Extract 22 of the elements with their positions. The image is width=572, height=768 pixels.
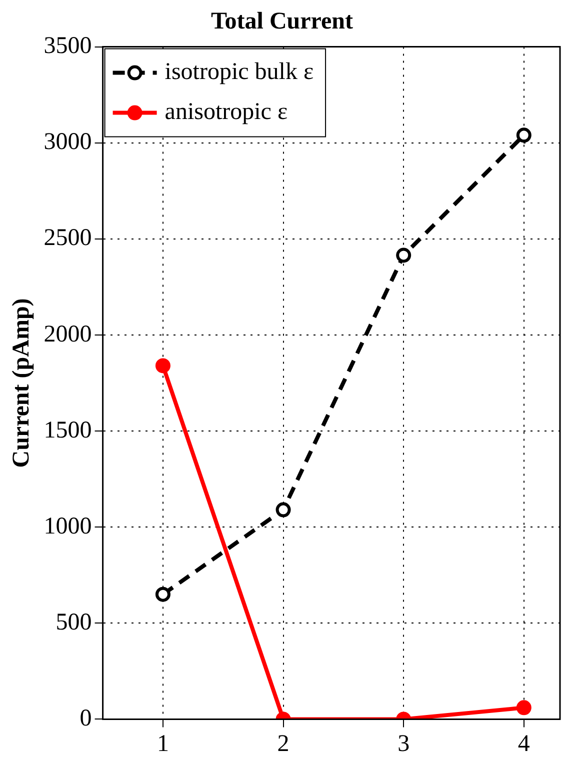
point xyxy=(516,700,532,716)
point xyxy=(155,586,170,602)
y-tick-label: 2000 xyxy=(44,321,92,348)
legend-label: anisotropic ε xyxy=(164,99,288,126)
y-tick-label: 3500 xyxy=(44,33,92,60)
point xyxy=(516,128,532,143)
y-tick-label: 1000 xyxy=(44,513,92,540)
point xyxy=(396,248,412,263)
y-tick-label: 2500 xyxy=(44,225,92,252)
legend-label: isotropic bulk ε xyxy=(164,59,314,86)
point xyxy=(155,358,170,374)
y-tick-label: 0 xyxy=(80,705,92,732)
y-tick-label: 1500 xyxy=(44,417,92,444)
x-tick-label: 4 xyxy=(518,730,530,757)
point xyxy=(276,502,291,518)
chart-title: Total Current xyxy=(210,8,354,35)
y-tick-label: 500 xyxy=(56,609,92,636)
y-axis-title: Current (pAmp) xyxy=(8,298,35,468)
x-tick-label: 3 xyxy=(398,730,410,757)
y-tick-label: 3000 xyxy=(44,129,92,156)
x-tick-label: 2 xyxy=(277,730,290,757)
x-tick-label: 1 xyxy=(156,730,169,757)
